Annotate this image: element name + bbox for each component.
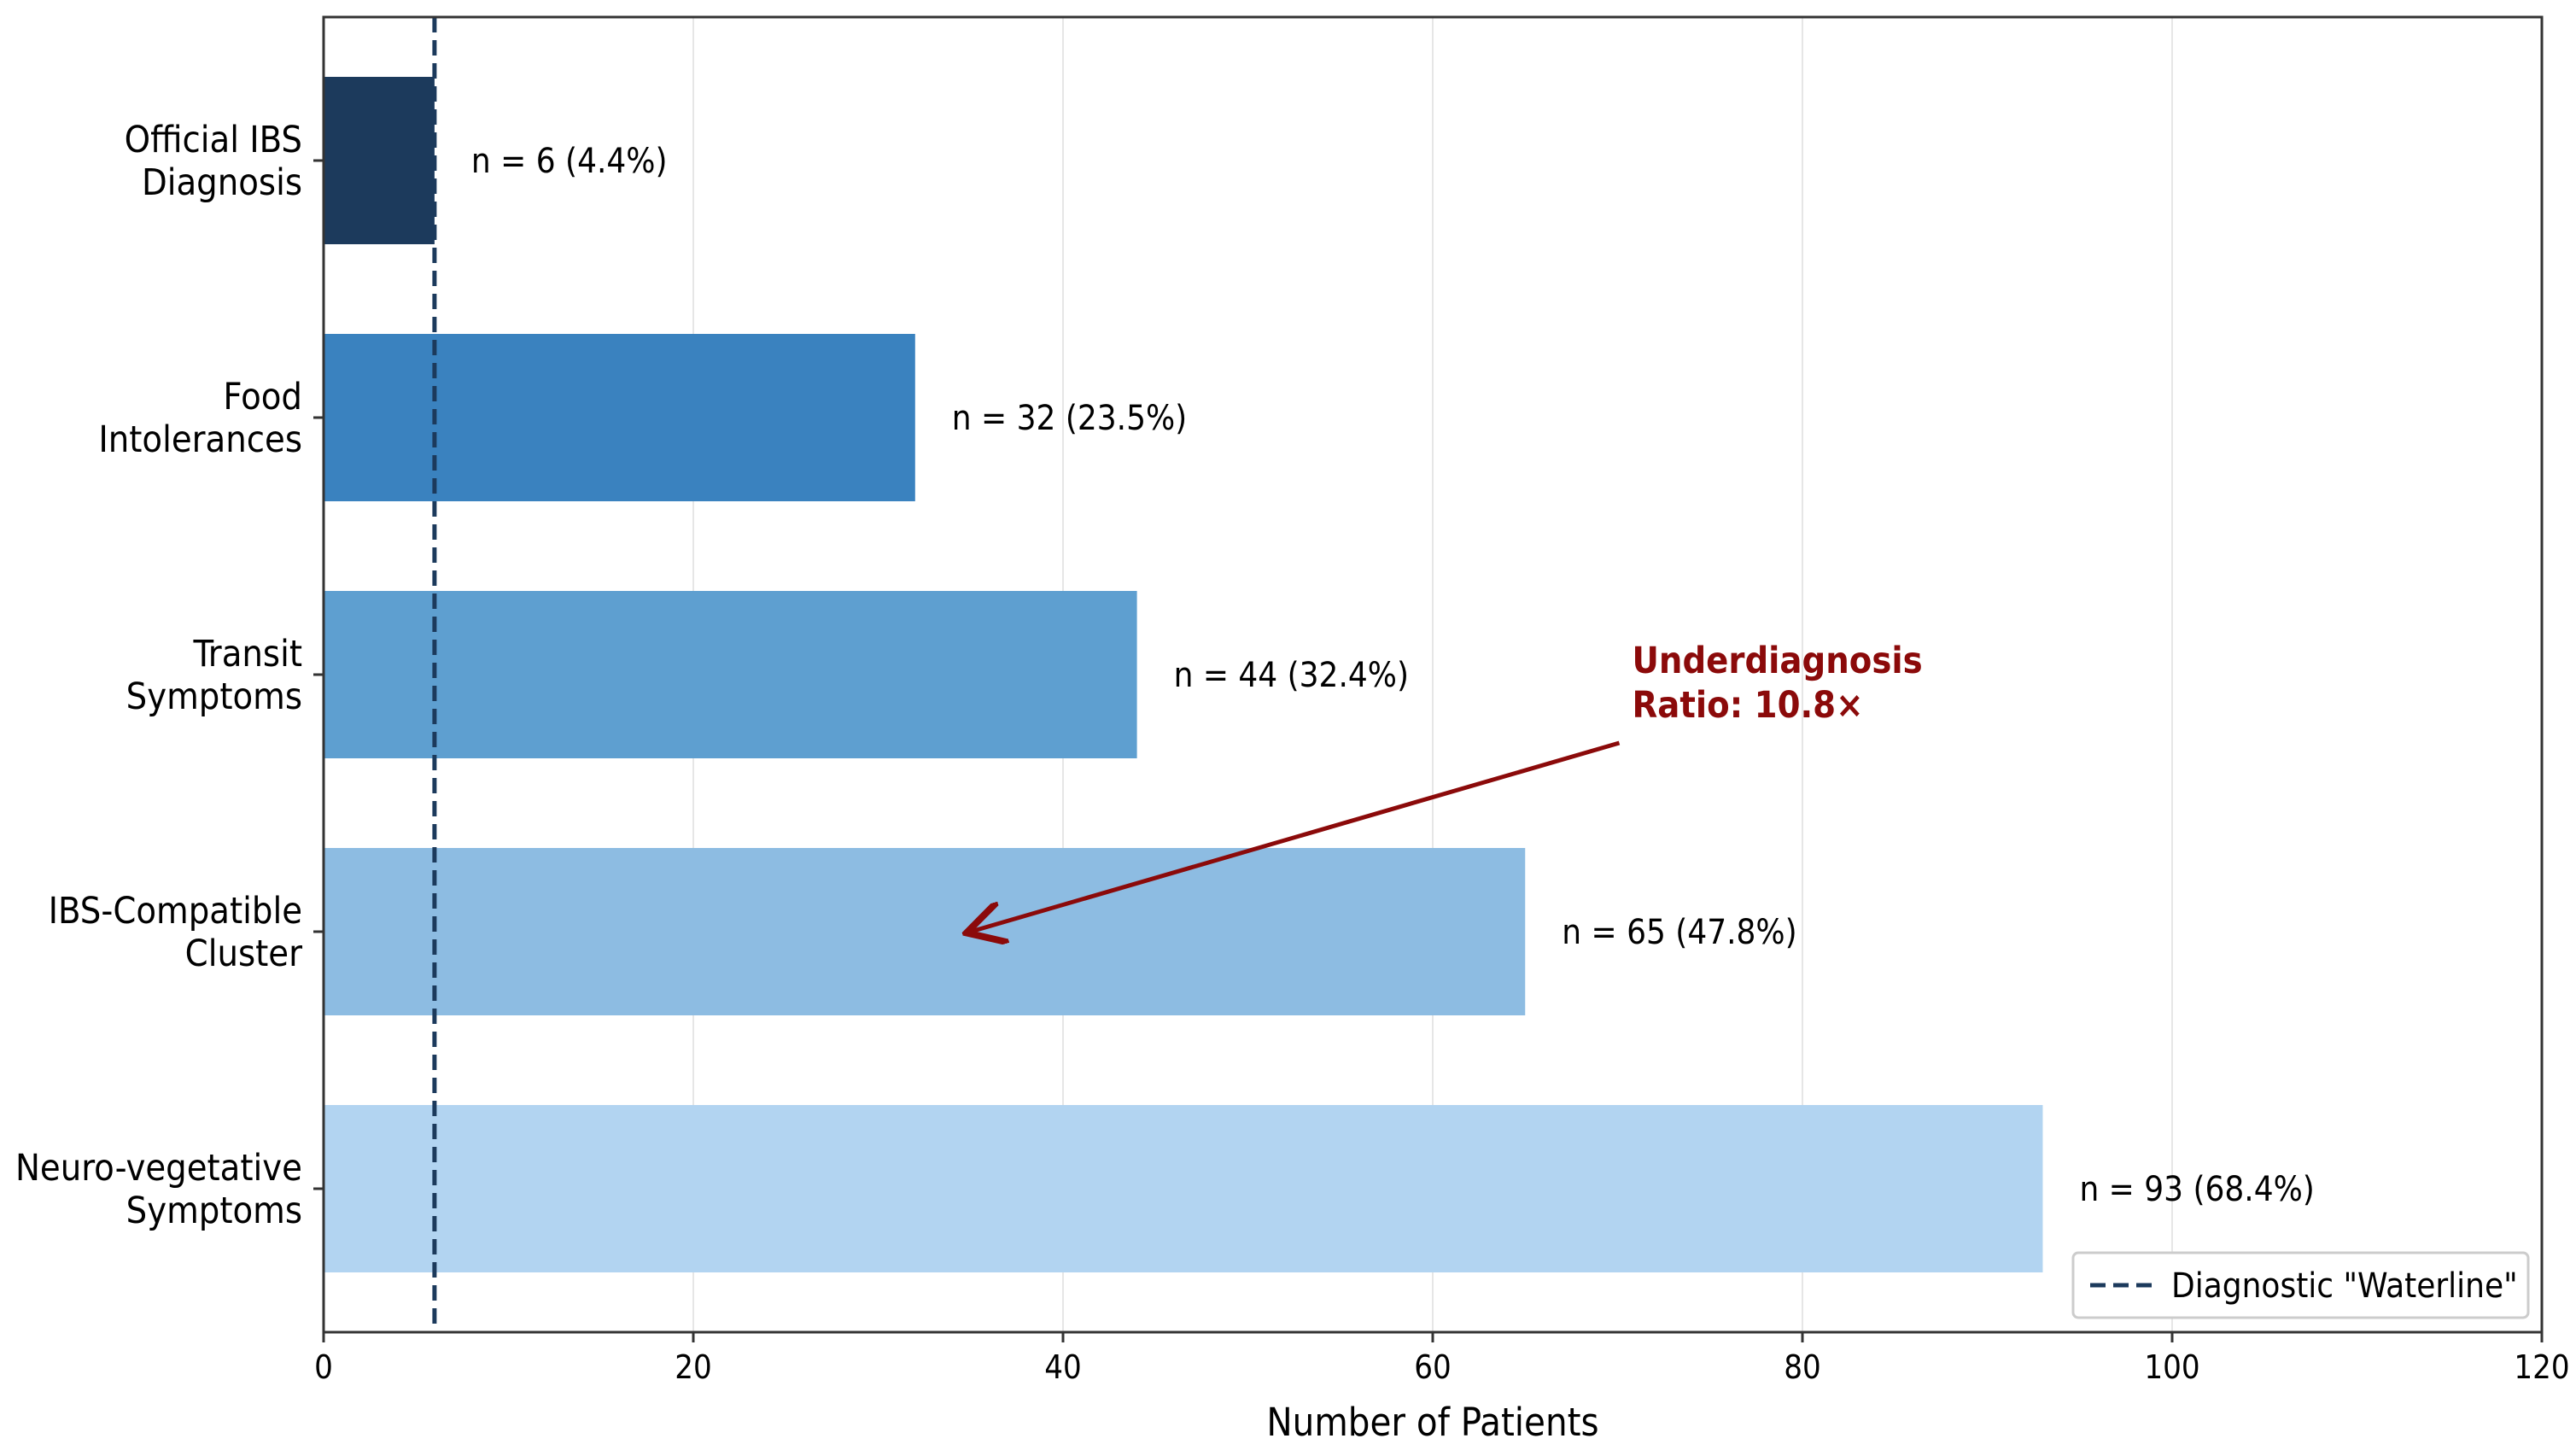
- x-tick-label: 120: [2514, 1348, 2569, 1386]
- bar-value-label: n = 6 (4.4%): [471, 142, 668, 181]
- x-tick-label: 60: [1414, 1348, 1452, 1386]
- annotation: Underdiagnosis Ratio: 10.8×: [971, 640, 1923, 932]
- category-label: Official IBS Diagnosis: [125, 119, 302, 204]
- x-tick-label: 20: [675, 1348, 712, 1386]
- x-tick-label: 80: [1784, 1348, 1821, 1386]
- bar-value-label: n = 44 (32.4%): [1174, 656, 1409, 695]
- x-tick-label: 0: [314, 1348, 333, 1386]
- bar: [324, 77, 435, 244]
- bar: [324, 591, 1137, 758]
- category-label: IBS-Compatible Cluster: [49, 890, 302, 975]
- category-label: Neuro-vegetative Symptoms: [15, 1147, 302, 1232]
- axis-ticks: 0 20 40 60 80 100 120: [313, 159, 2570, 1386]
- legend-label: Diagnostic "Waterline": [2171, 1266, 2518, 1306]
- labels: Official IBS Diagnosis Food Intolerances Tra…: [15, 119, 2315, 1445]
- underdiagnosis-annotation-text: Underdiagnosis Ratio: 10.8×: [1633, 640, 1923, 727]
- x-tick-label: 100: [2144, 1348, 2199, 1386]
- category-label: Transit Symptoms: [126, 633, 302, 718]
- annotation-arrow: [971, 740, 1621, 932]
- bars: [324, 77, 2043, 1272]
- legend-box: [2071, 1251, 2530, 1319]
- bar-value-label: n = 32 (23.5%): [952, 399, 1187, 438]
- bar-value-label: n = 93 (68.4%): [2079, 1170, 2314, 1209]
- legend: Diagnostic "Waterline": [2071, 1251, 2530, 1319]
- x-tick-label: 40: [1044, 1348, 1082, 1386]
- bar: [324, 848, 1526, 1015]
- bar: [324, 334, 915, 501]
- x-axis-title: Number of Patients: [1266, 1400, 1598, 1445]
- bar-value-label: n = 65 (47.8%): [1562, 913, 1796, 952]
- bar: [324, 1105, 2043, 1272]
- category-label: Food Intolerances: [98, 376, 302, 461]
